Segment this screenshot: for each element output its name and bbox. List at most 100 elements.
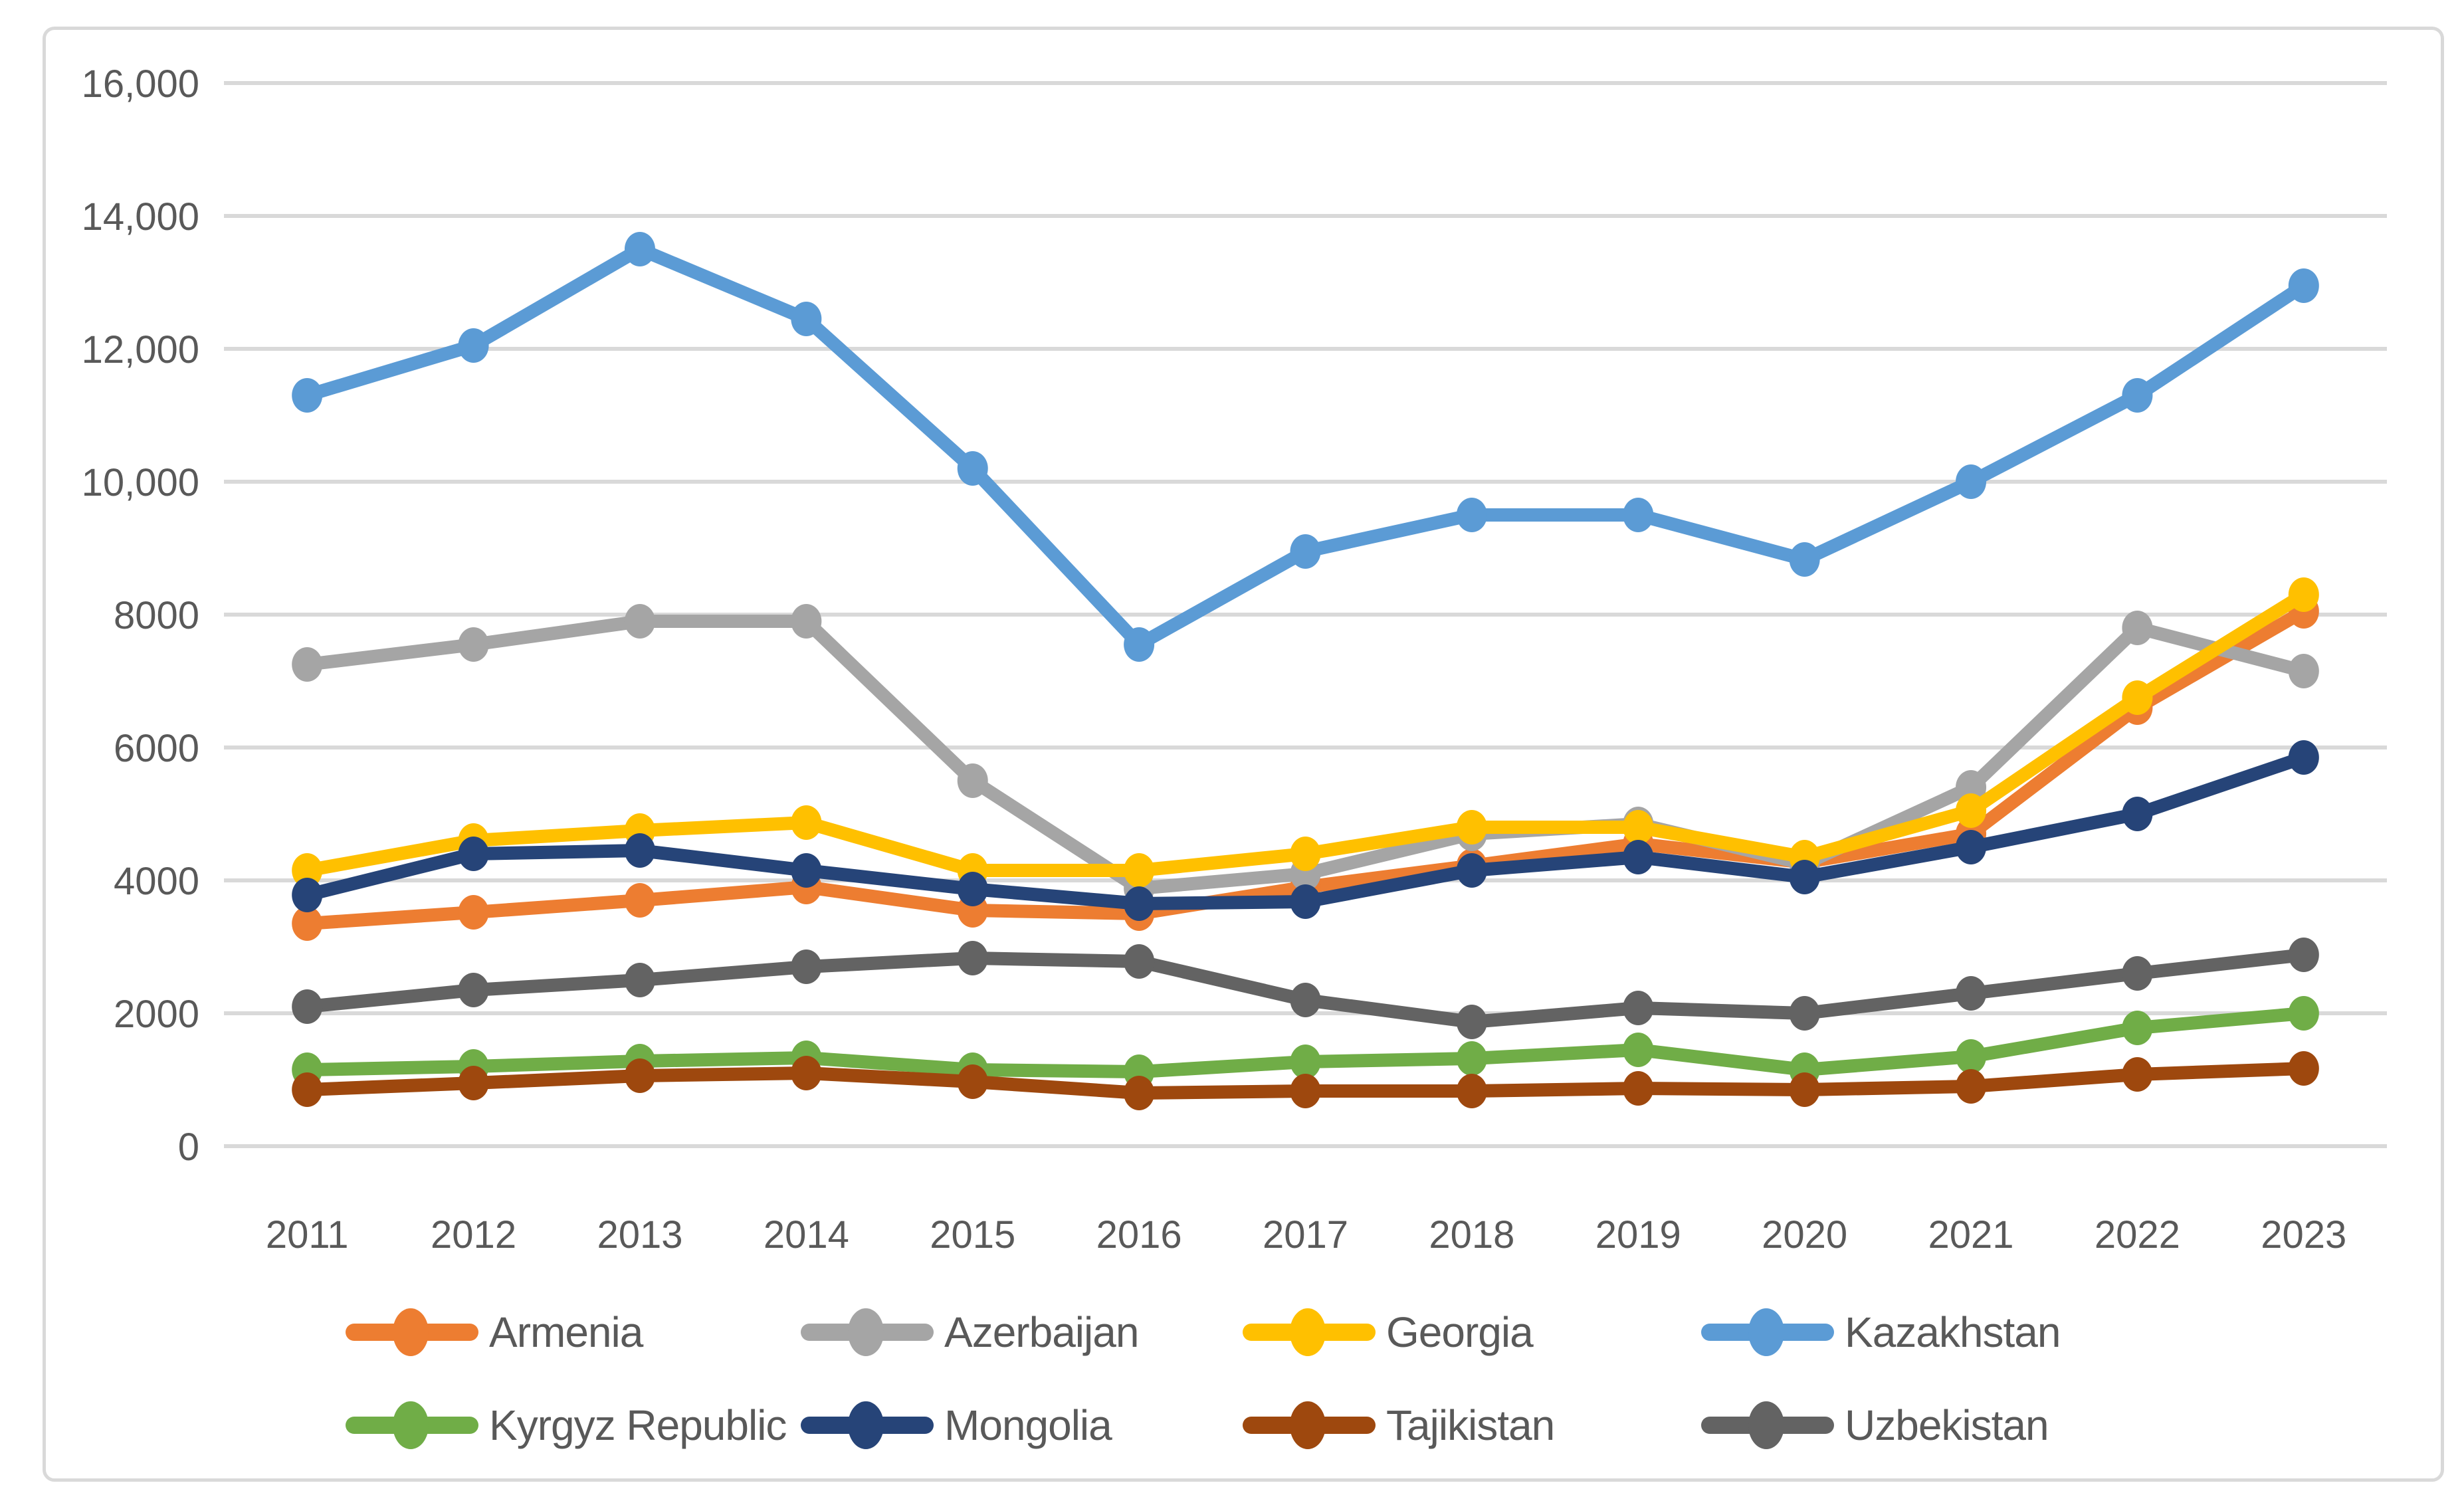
data-point-georgia-2021 (1956, 793, 1987, 828)
x-axis-tick-label: 2020 (1762, 1213, 1847, 1256)
data-point-kazakhstan-2019 (1623, 498, 1654, 532)
data-point-kazakhstan-2013 (624, 232, 655, 266)
data-point-mongolia-2019 (1623, 840, 1654, 874)
data-point-mongolia-2018 (1456, 853, 1487, 888)
x-axis-tick-label: 2014 (764, 1213, 849, 1256)
x-axis-tick-label: 2012 (431, 1213, 516, 1256)
x-axis-tick-label: 2021 (1928, 1213, 2014, 1256)
data-point-georgia-2019 (1623, 810, 1654, 845)
data-point-kazakhstan-2020 (1789, 542, 1820, 577)
data-point-uzbekistan-2018 (1456, 1005, 1487, 1039)
data-point-armenia-2011 (292, 906, 323, 941)
x-axis-tick-label: 2015 (930, 1213, 1015, 1256)
y-axis-tick-label: 0 (178, 1126, 199, 1169)
x-axis-tick-label: 2019 (1595, 1213, 1681, 1256)
data-point-armenia-2012 (458, 895, 489, 930)
data-point-georgia-2018 (1456, 810, 1487, 845)
data-point-mongolia-2012 (458, 837, 489, 871)
data-point-kazakhstan-2018 (1456, 498, 1487, 532)
data-point-kazakhstan-2014 (791, 302, 822, 336)
data-point-mongolia-2023 (2288, 740, 2319, 775)
y-axis-tick-label: 14,000 (82, 195, 199, 239)
data-point-azerbaijan-2012 (458, 627, 489, 662)
data-point-tajikistan-2023 (2288, 1051, 2319, 1086)
data-point-georgia-2014 (791, 805, 822, 840)
data-point-azerbaijan-2014 (791, 604, 822, 639)
data-point-mongolia-2022 (2122, 797, 2153, 831)
data-point-uzbekistan-2011 (292, 989, 323, 1024)
data-point-mongolia-2015 (957, 872, 988, 906)
data-point-kyrgyz-republic-2021 (1956, 1039, 1987, 1074)
data-point-tajikistan-2021 (1956, 1069, 1987, 1104)
y-axis-tick-label: 8000 (114, 594, 199, 637)
data-point-kyrgyz-republic-2018 (1456, 1041, 1487, 1076)
data-point-tajikistan-2011 (292, 1072, 323, 1107)
y-axis-tick-label: 10,000 (82, 461, 199, 504)
x-axis-tick-label: 2011 (266, 1213, 349, 1256)
data-point-uzbekistan-2022 (2122, 956, 2153, 991)
data-point-uzbekistan-2017 (1290, 983, 1321, 1017)
data-point-uzbekistan-2020 (1789, 996, 1820, 1031)
data-point-kazakhstan-2012 (458, 328, 489, 363)
data-point-mongolia-2014 (791, 853, 822, 888)
data-point-georgia-2016 (1124, 853, 1155, 888)
data-point-kazakhstan-2011 (292, 378, 323, 413)
data-point-uzbekistan-2021 (1956, 976, 1987, 1011)
data-point-tajikistan-2017 (1290, 1074, 1321, 1108)
data-point-kazakhstan-2015 (957, 451, 988, 486)
data-point-mongolia-2020 (1789, 860, 1820, 894)
data-point-georgia-2023 (2288, 577, 2319, 612)
data-point-tajikistan-2016 (1124, 1076, 1155, 1110)
data-point-uzbekistan-2019 (1623, 991, 1654, 1025)
data-point-mongolia-2013 (624, 833, 655, 868)
x-axis-tick-label: 2016 (1096, 1213, 1182, 1256)
data-point-tajikistan-2013 (624, 1058, 655, 1093)
data-point-tajikistan-2014 (791, 1056, 822, 1090)
data-point-georgia-2022 (2122, 680, 2153, 715)
data-point-georgia-2011 (292, 853, 323, 888)
data-point-tajikistan-2022 (2122, 1057, 2153, 1092)
data-point-tajikistan-2015 (957, 1064, 988, 1099)
data-point-tajikistan-2019 (1623, 1071, 1654, 1106)
data-point-kazakhstan-2023 (2288, 268, 2319, 303)
data-point-mongolia-2016 (1124, 886, 1155, 921)
data-point-uzbekistan-2015 (957, 941, 988, 975)
data-point-uzbekistan-2016 (1124, 944, 1155, 979)
series-line-kazakhstan (300, 243, 2310, 651)
series-line-georgia (300, 588, 2310, 877)
data-point-armenia-2013 (624, 883, 655, 918)
data-point-azerbaijan-2011 (292, 647, 323, 682)
data-point-uzbekistan-2014 (791, 949, 822, 984)
data-point-kyrgyz-republic-2017 (1290, 1045, 1321, 1079)
x-axis-tick-label: 2013 (597, 1213, 682, 1256)
data-point-kazakhstan-2017 (1290, 534, 1321, 569)
data-point-kyrgyz-republic-2022 (2122, 1011, 2153, 1045)
data-point-azerbaijan-2013 (624, 604, 655, 639)
x-axis-tick-label: 2017 (1263, 1213, 1348, 1256)
x-axis-tick-label: 2018 (1429, 1213, 1514, 1256)
data-point-mongolia-2011 (292, 878, 323, 912)
data-point-tajikistan-2012 (458, 1066, 489, 1100)
y-axis-tick-label: 6000 (114, 727, 199, 770)
y-axis-tick-label: 4000 (114, 860, 199, 903)
data-point-tajikistan-2018 (1456, 1074, 1487, 1108)
data-point-kazakhstan-2021 (1956, 464, 1987, 499)
data-point-uzbekistan-2013 (624, 963, 655, 997)
data-point-mongolia-2021 (1956, 830, 1987, 864)
data-point-uzbekistan-2012 (458, 973, 489, 1007)
data-point-azerbaijan-2023 (2288, 654, 2319, 688)
y-axis-tick-label: 12,000 (82, 328, 199, 371)
data-point-kyrgyz-republic-2023 (2288, 996, 2319, 1031)
data-point-kyrgyz-republic-2019 (1623, 1033, 1654, 1067)
data-point-georgia-2017 (1290, 837, 1321, 871)
x-axis-tick-label: 2022 (2095, 1213, 2180, 1256)
data-point-azerbaijan-2022 (2122, 611, 2153, 645)
x-axis-tick-label: 2023 (2261, 1213, 2346, 1256)
data-point-tajikistan-2020 (1789, 1072, 1820, 1107)
y-axis-tick-label: 2000 (114, 993, 199, 1036)
data-point-mongolia-2017 (1290, 884, 1321, 919)
data-point-uzbekistan-2023 (2288, 938, 2319, 972)
y-axis-tick-label: 16,000 (82, 62, 199, 106)
